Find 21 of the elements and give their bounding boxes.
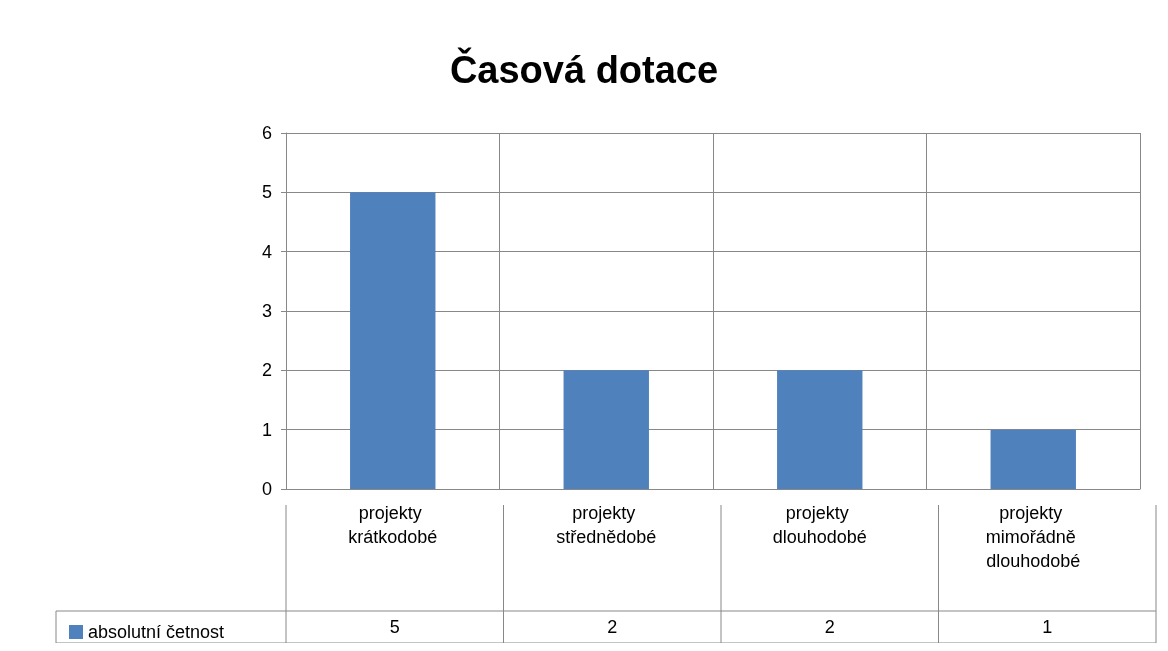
- y-tick-label: 2: [261, 360, 272, 381]
- y-tick-label: 5: [261, 182, 272, 203]
- bar: [563, 370, 649, 489]
- x-tick-label: projekty střednědobé: [556, 503, 657, 547]
- chart-title: Časová dotace: [449, 47, 719, 91]
- bar: [777, 370, 863, 489]
- data-label: 2: [824, 617, 835, 637]
- y-tick-label: 0: [261, 479, 272, 499]
- bar: [990, 429, 1076, 489]
- legend-label: absolutní četnost: [88, 622, 225, 642]
- x-tick-label: projekty krátkodobé: [348, 503, 438, 547]
- y-tick-label: 4: [261, 241, 272, 262]
- y-tick-label: 6: [261, 123, 272, 143]
- x-tick-label: projekty mimořádně dlouhodobé: [985, 503, 1081, 571]
- data-label: 1: [1042, 617, 1053, 637]
- data-label: 5: [389, 617, 400, 637]
- bar: [350, 192, 436, 489]
- y-tick-label: 3: [261, 301, 272, 321]
- y-tick-label: 1: [261, 419, 272, 440]
- data-label: 2: [607, 617, 618, 637]
- x-tick-label: projekty dlouhodobé: [772, 503, 867, 547]
